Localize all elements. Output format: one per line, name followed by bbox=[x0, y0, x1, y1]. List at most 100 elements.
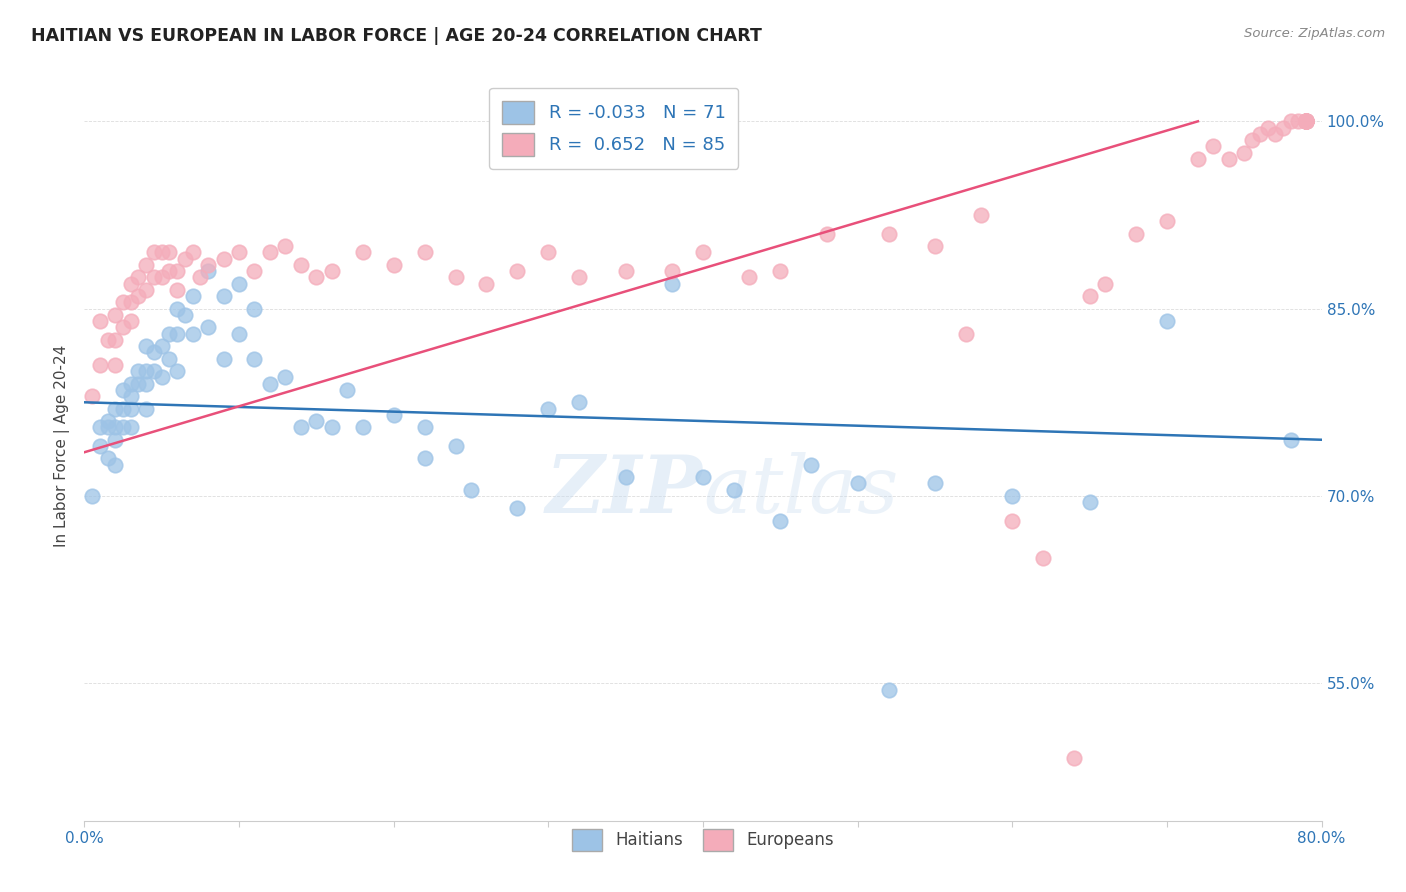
Point bbox=[1156, 214, 1178, 228]
Point bbox=[150, 245, 173, 260]
Point bbox=[127, 364, 149, 378]
Point bbox=[506, 501, 529, 516]
Point bbox=[1295, 114, 1317, 128]
Point bbox=[413, 451, 436, 466]
Point bbox=[228, 245, 250, 260]
Point bbox=[1295, 114, 1317, 128]
Point bbox=[614, 470, 637, 484]
Point bbox=[89, 314, 111, 328]
Point bbox=[924, 239, 946, 253]
Point bbox=[135, 258, 157, 272]
Point bbox=[1249, 127, 1271, 141]
Point bbox=[112, 383, 135, 397]
Point bbox=[1202, 139, 1225, 153]
Point bbox=[166, 301, 188, 316]
Point bbox=[174, 308, 197, 322]
Point bbox=[159, 351, 180, 366]
Point bbox=[1233, 145, 1256, 160]
Point bbox=[104, 458, 127, 472]
Point bbox=[1286, 114, 1309, 128]
Point bbox=[89, 358, 111, 372]
Point bbox=[1240, 133, 1263, 147]
Point bbox=[661, 264, 683, 278]
Point bbox=[127, 376, 149, 391]
Point bbox=[413, 245, 436, 260]
Point bbox=[104, 401, 127, 416]
Point bbox=[846, 476, 869, 491]
Point bbox=[1295, 114, 1317, 128]
Point bbox=[290, 420, 312, 434]
Point bbox=[212, 289, 235, 303]
Point bbox=[692, 245, 714, 260]
Point bbox=[104, 333, 127, 347]
Point bbox=[150, 270, 173, 285]
Point bbox=[1094, 277, 1116, 291]
Point bbox=[159, 326, 180, 341]
Point bbox=[135, 364, 157, 378]
Point bbox=[321, 420, 343, 434]
Point bbox=[96, 333, 118, 347]
Point bbox=[212, 252, 235, 266]
Point bbox=[1295, 114, 1317, 128]
Point bbox=[444, 270, 467, 285]
Point bbox=[1264, 127, 1286, 141]
Point bbox=[537, 245, 560, 260]
Point bbox=[150, 370, 173, 384]
Point bbox=[212, 351, 235, 366]
Point bbox=[228, 326, 250, 341]
Point bbox=[166, 264, 188, 278]
Point bbox=[970, 208, 993, 222]
Point bbox=[305, 414, 328, 428]
Point bbox=[120, 401, 142, 416]
Point bbox=[112, 320, 135, 334]
Point bbox=[143, 364, 166, 378]
Point bbox=[135, 339, 157, 353]
Point bbox=[1295, 114, 1317, 128]
Point bbox=[444, 439, 467, 453]
Point bbox=[120, 295, 142, 310]
Point bbox=[135, 376, 157, 391]
Point bbox=[1001, 489, 1024, 503]
Point bbox=[174, 252, 197, 266]
Point bbox=[1295, 114, 1317, 128]
Point bbox=[1001, 514, 1024, 528]
Point bbox=[112, 420, 135, 434]
Text: Source: ZipAtlas.com: Source: ZipAtlas.com bbox=[1244, 27, 1385, 40]
Point bbox=[1156, 314, 1178, 328]
Point bbox=[413, 420, 436, 434]
Point bbox=[1295, 114, 1317, 128]
Point bbox=[321, 264, 343, 278]
Point bbox=[197, 320, 219, 334]
Point bbox=[769, 264, 792, 278]
Point bbox=[96, 451, 118, 466]
Point bbox=[181, 326, 204, 341]
Point bbox=[120, 389, 142, 403]
Point bbox=[1295, 114, 1317, 128]
Point bbox=[1279, 114, 1302, 128]
Point bbox=[290, 258, 312, 272]
Point bbox=[769, 514, 792, 528]
Point bbox=[89, 439, 111, 453]
Point bbox=[382, 408, 405, 422]
Point bbox=[614, 264, 637, 278]
Point bbox=[104, 308, 127, 322]
Point bbox=[104, 358, 127, 372]
Point bbox=[692, 470, 714, 484]
Point bbox=[143, 245, 166, 260]
Point bbox=[181, 245, 204, 260]
Point bbox=[120, 277, 142, 291]
Point bbox=[89, 420, 111, 434]
Point bbox=[274, 239, 297, 253]
Point bbox=[166, 364, 188, 378]
Point bbox=[352, 420, 374, 434]
Point bbox=[568, 270, 591, 285]
Point bbox=[1063, 751, 1085, 765]
Point bbox=[336, 383, 359, 397]
Point bbox=[166, 283, 188, 297]
Point bbox=[352, 245, 374, 260]
Point bbox=[166, 326, 188, 341]
Point bbox=[568, 395, 591, 409]
Point bbox=[382, 258, 405, 272]
Point bbox=[135, 401, 157, 416]
Point bbox=[1032, 551, 1054, 566]
